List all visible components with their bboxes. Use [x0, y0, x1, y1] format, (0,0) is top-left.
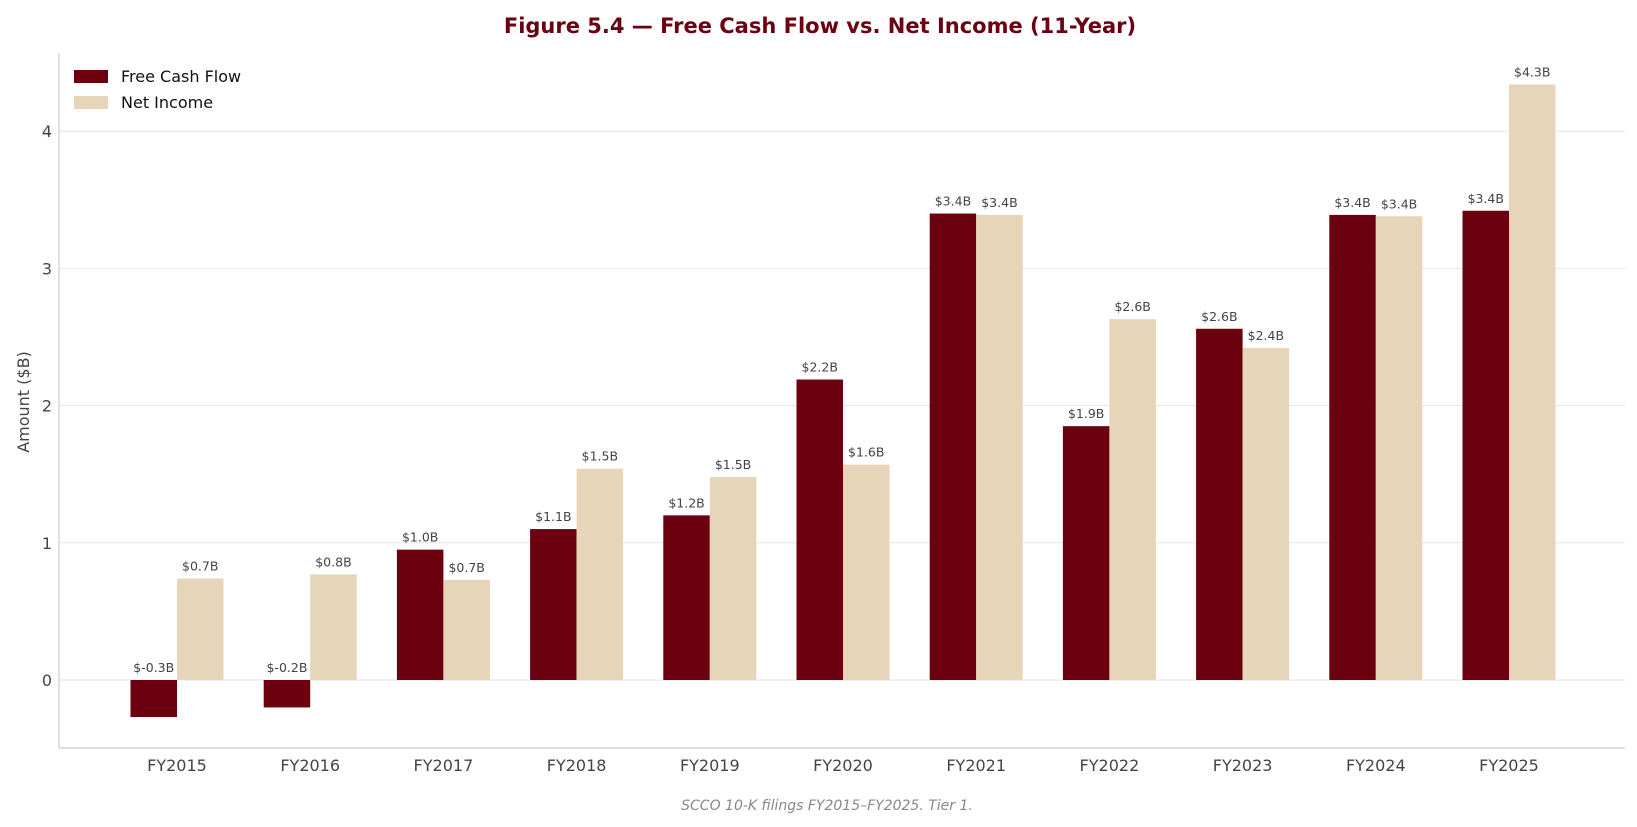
- bar-value-label: $3.4B: [1381, 196, 1417, 211]
- bar-value-label: $1.2B: [668, 495, 704, 510]
- bar-value-label: $-0.2B: [266, 660, 307, 675]
- x-tick-label: FY2017: [414, 756, 474, 775]
- y-tick-labels: 0 1 2 3 4: [42, 122, 52, 690]
- bar-value-label: $2.4B: [1248, 328, 1284, 343]
- bar-net-income: [1109, 319, 1156, 680]
- bar-value-label: $4.3B: [1514, 65, 1550, 80]
- bar-value-label: $3.4B: [1468, 191, 1504, 206]
- legend-label-fcf: Free Cash Flow: [121, 67, 241, 86]
- bar-net-income: [1375, 216, 1423, 680]
- bar-free-cash-flow: [796, 379, 843, 680]
- bar-free-cash-flow: [929, 213, 977, 680]
- y-tick-label: 2: [42, 397, 52, 416]
- bar-value-label: $1.9B: [1068, 406, 1104, 421]
- y-axis-label: Amount ($B): [14, 351, 33, 453]
- bar-value-label: $3.4B: [1334, 195, 1370, 210]
- x-tick-label: FY2023: [1213, 756, 1273, 775]
- x-tick-label: FY2022: [1080, 756, 1140, 775]
- bar-value-label: $1.6B: [848, 445, 884, 460]
- bar-value-label: $0.7B: [448, 560, 484, 575]
- bar-net-income: [1509, 84, 1556, 680]
- x-tick-label: FY2019: [680, 756, 740, 775]
- bar-free-cash-flow: [663, 515, 710, 680]
- x-tick-label: FY2018: [547, 756, 607, 775]
- x-tick-label: FY2021: [946, 756, 1006, 775]
- chart-caption: SCCO 10-K filings FY2015–FY2025. Tier 1.: [681, 798, 973, 814]
- bar-value-label: $-0.3B: [133, 660, 174, 675]
- data-labels: $-0.3B $-0.2B $1.0B $1.1B $1.2B $2.2B $3.4B $1.…: [133, 65, 1550, 675]
- y-tick-label: 4: [42, 122, 52, 141]
- x-tick-label: FY2025: [1479, 756, 1539, 775]
- bar-value-label: $1.5B: [715, 457, 751, 472]
- x-tick-label: FY2020: [813, 756, 873, 775]
- bar-value-label: $2.2B: [802, 360, 838, 375]
- bar-value-label: $1.0B: [402, 530, 438, 545]
- x-tick-label: FY2016: [280, 756, 340, 775]
- bar-free-cash-flow: [1196, 328, 1243, 680]
- bar-value-label: $1.5B: [582, 449, 618, 464]
- chart-title: Figure 5.4 — Free Cash Flow vs. Net Inco…: [504, 14, 1136, 38]
- bar-net-income: [843, 464, 890, 680]
- bar-net-income: [1242, 347, 1290, 680]
- bar-value-label: $2.6B: [1114, 299, 1150, 314]
- x-tick-labels: FY2015 FY2016 FY2017 FY2018 FY2019 FY2020 FY20…: [147, 756, 1539, 775]
- bar-value-label: $2.6B: [1201, 309, 1237, 324]
- bar-free-cash-flow: [130, 680, 177, 718]
- bar-value-label: $3.4B: [981, 195, 1017, 210]
- bar-free-cash-flow: [396, 549, 444, 680]
- bar-free-cash-flow: [530, 529, 577, 680]
- bar-free-cash-flow: [263, 680, 311, 708]
- bar-free-cash-flow: [1062, 426, 1110, 680]
- y-tick-label: 3: [42, 259, 52, 278]
- bar-net-income: [177, 578, 224, 680]
- bar-net-income: [310, 574, 357, 680]
- bar-value-label: $0.7B: [182, 558, 218, 573]
- y-tick-label: 0: [42, 671, 52, 690]
- y-tick-label: 1: [42, 534, 52, 553]
- bar-value-label: $0.8B: [315, 554, 351, 569]
- bar-value-label: $3.4B: [935, 194, 971, 209]
- legend-swatch-fcf: [74, 70, 108, 83]
- x-tick-label: FY2015: [147, 756, 207, 775]
- bar-net-income: [576, 468, 624, 680]
- legend-swatch-ni: [74, 96, 108, 109]
- bar-net-income: [976, 214, 1023, 680]
- bar-value-label: $1.1B: [535, 509, 571, 524]
- bar-free-cash-flow: [1329, 214, 1376, 680]
- legend: Free Cash Flow Net Income: [74, 67, 241, 112]
- bar-free-cash-flow: [1462, 210, 1509, 680]
- legend-label-ni: Net Income: [121, 93, 213, 112]
- bar-net-income: [709, 476, 757, 680]
- x-tick-label: FY2024: [1346, 756, 1406, 775]
- bar-net-income: [443, 579, 490, 680]
- bars: [130, 84, 1556, 718]
